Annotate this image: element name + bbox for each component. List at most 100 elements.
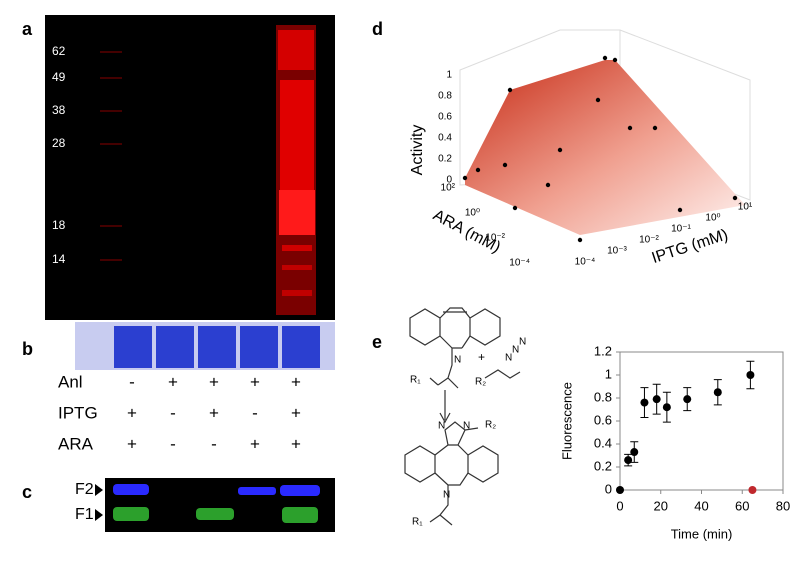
surface-point	[652, 125, 658, 131]
x-axis-label: Time (min)	[671, 526, 733, 541]
row-label: ARA	[58, 434, 94, 453]
surface-point	[502, 162, 508, 168]
y-tick-label: 10⁻²	[639, 235, 659, 246]
atom: N	[438, 421, 445, 432]
axis-label: Activity	[409, 125, 426, 176]
atom: N	[505, 353, 512, 364]
panel-label: c	[22, 482, 32, 502]
red-lane	[276, 25, 316, 315]
ladder-band	[100, 225, 122, 227]
surface-point	[475, 167, 481, 173]
atom: N	[512, 345, 519, 356]
z-tick-label: 0.2	[438, 154, 452, 165]
surface-point	[677, 207, 683, 213]
data-point	[662, 403, 671, 412]
y-tick-label: 10⁻¹	[671, 224, 691, 235]
y-tick-label: 0	[605, 481, 612, 496]
data-point	[652, 395, 661, 404]
panel-label: a	[22, 19, 33, 39]
ladder-band	[100, 143, 122, 145]
y-tick-label: 0.6	[594, 412, 612, 427]
x-tick-label: 10⁻²	[485, 233, 505, 244]
surface-point	[595, 97, 601, 103]
marker-label: 28	[52, 136, 66, 150]
band-label: F1	[75, 506, 94, 523]
data-point	[624, 456, 633, 465]
cell: +	[127, 403, 137, 422]
z-tick-label: 1	[446, 70, 452, 81]
surface-point	[627, 125, 633, 131]
x-tick-label: 10⁻⁴	[509, 258, 530, 269]
atom: N	[454, 355, 461, 366]
data-point	[746, 371, 755, 379]
y-axis-label: Fluorescence	[559, 382, 574, 460]
y-tick-label: 10¹	[738, 202, 753, 213]
x-tick-label: 80	[776, 498, 790, 513]
chem-group: R₂	[485, 420, 496, 431]
cell: -	[252, 403, 258, 422]
chem-group: R₁	[410, 375, 421, 386]
x-tick-label: 10⁰	[465, 208, 480, 219]
panel-label: b	[22, 339, 33, 359]
marker-label: 49	[52, 70, 66, 84]
surface	[465, 60, 745, 235]
ladder-band	[100, 51, 122, 53]
row-label: IPTG	[58, 403, 98, 422]
panel-label: e	[372, 332, 382, 352]
x-tick-label: 40	[694, 498, 708, 513]
data-point	[748, 486, 757, 494]
cell: +	[127, 434, 137, 453]
z-tick-label: 0.8	[438, 91, 452, 102]
data-point	[616, 486, 624, 494]
surface-point	[545, 182, 551, 188]
cell: +	[209, 372, 219, 391]
chemical-structures	[404, 307, 521, 526]
cell: +	[291, 434, 301, 453]
z-tick-label: 0.4	[438, 133, 452, 144]
y-tick-label: 1	[605, 366, 612, 381]
cell: +	[291, 403, 301, 422]
data-point	[713, 388, 722, 397]
y-tick-label: 0.8	[594, 389, 612, 404]
cell: -	[170, 403, 176, 422]
cell: +	[250, 434, 260, 453]
surface-point	[602, 55, 608, 61]
cell: +	[250, 372, 260, 391]
x-tick-label: 0	[616, 498, 623, 513]
surface-point	[512, 205, 518, 211]
cell: +	[209, 403, 219, 422]
x-tick-label: 60	[735, 498, 749, 513]
cell: +	[168, 372, 178, 391]
x-tick-label: 10²	[441, 183, 456, 194]
ladder-band	[100, 259, 122, 261]
y-tick-label: 10⁻⁴	[575, 257, 596, 268]
chem-group: R₂	[475, 377, 486, 388]
x-tick-label: 20	[654, 498, 668, 513]
atom: N	[463, 421, 470, 432]
y-tick-label: 10⁰	[705, 213, 720, 224]
marker-label: 62	[52, 44, 66, 58]
ladder-band	[100, 110, 122, 112]
z-tick-label: 0.6	[438, 112, 452, 123]
band-arrow	[95, 484, 103, 521]
fluor-bands	[113, 484, 320, 523]
panel-label: d	[372, 19, 383, 39]
ladder-band	[100, 77, 122, 79]
marker-label: 14	[52, 252, 66, 266]
cell: -	[211, 434, 217, 453]
surface-point	[507, 87, 513, 93]
data-point	[683, 395, 692, 404]
y-tick-label: 1.2	[594, 343, 612, 358]
data-point	[630, 448, 639, 457]
surface-point	[462, 175, 468, 181]
coomassie-lanes	[114, 326, 320, 368]
y-tick-label: 0.2	[594, 458, 612, 473]
cell: +	[291, 372, 301, 391]
band-label: F2	[75, 481, 94, 498]
atom: N	[443, 490, 450, 501]
y-tick-label: 10⁻³	[607, 246, 627, 257]
plus-sign: +	[478, 350, 485, 364]
surface-point	[577, 237, 583, 243]
data-point	[640, 398, 649, 407]
